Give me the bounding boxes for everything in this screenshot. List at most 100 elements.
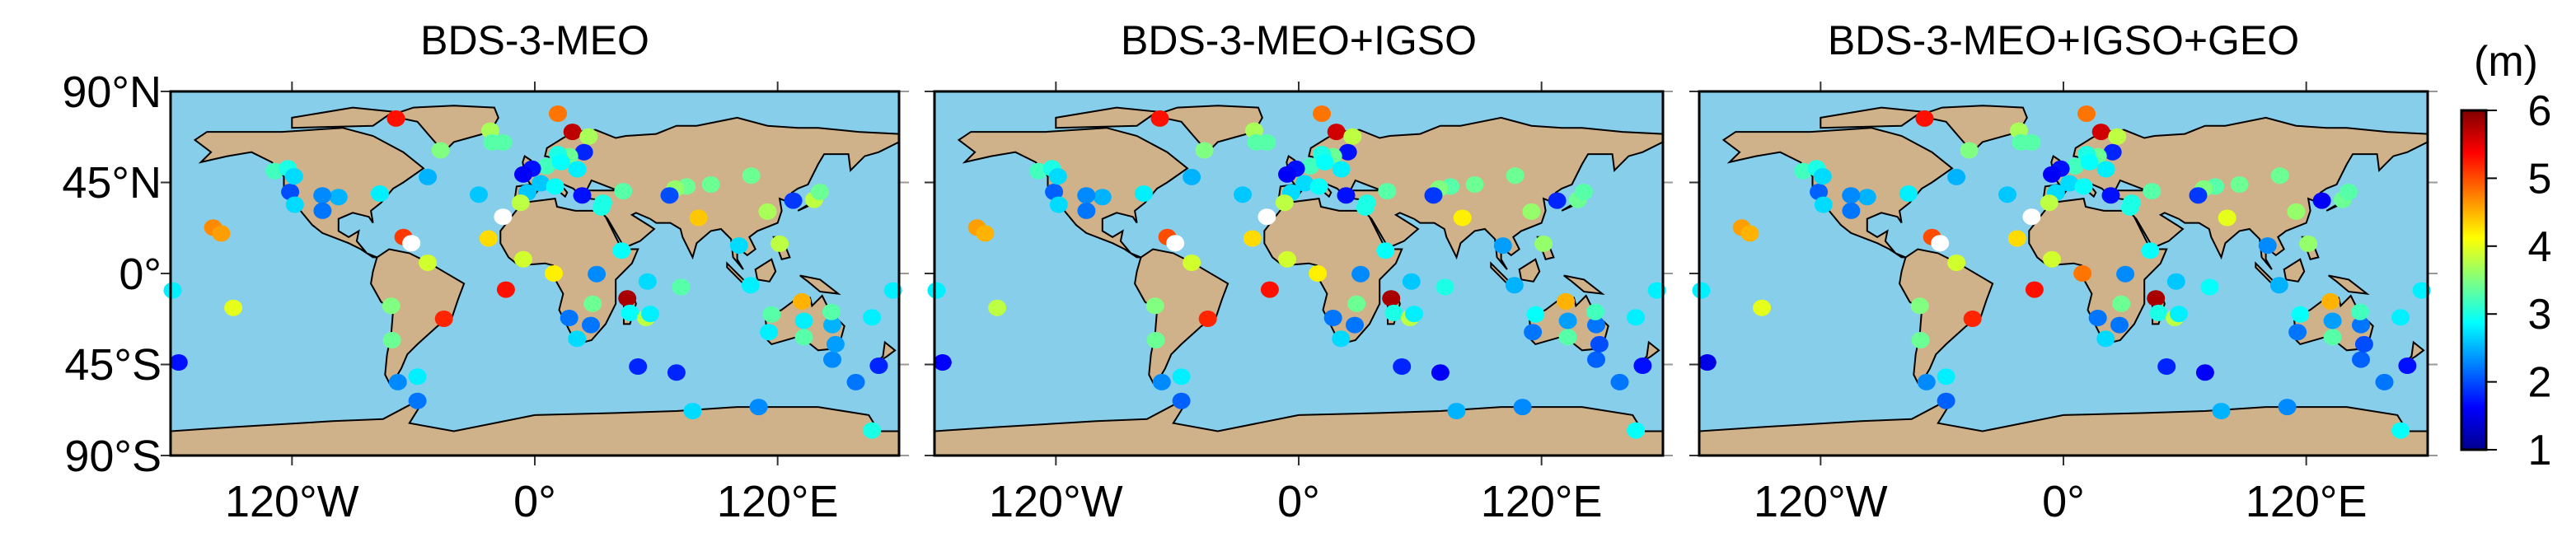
- station-point: [1963, 311, 1982, 327]
- station-point: [1810, 184, 1829, 200]
- station-point: [758, 203, 777, 220]
- station-point: [329, 189, 348, 206]
- station-point: [2108, 128, 2127, 145]
- station-point: [2230, 176, 2249, 193]
- station-point: [483, 133, 502, 151]
- station-point: [2088, 310, 2107, 326]
- station-point: [2287, 203, 2306, 220]
- station-point: [1313, 105, 1331, 122]
- station-point: [614, 183, 633, 200]
- station-point: [1351, 265, 1370, 283]
- landmass: [291, 106, 396, 129]
- station-point: [408, 368, 427, 385]
- station-point: [281, 184, 300, 200]
- station-point: [2299, 235, 2318, 252]
- landmass: [193, 127, 425, 259]
- station-point: [933, 354, 952, 371]
- lon-label: 120°E: [1481, 477, 1603, 526]
- station-point: [1384, 304, 1403, 321]
- station-point: [2007, 230, 2026, 247]
- station-point: [2116, 265, 2135, 283]
- stations: [163, 105, 902, 439]
- lon-label: 0°: [2042, 477, 2085, 526]
- station-point: [2157, 358, 2176, 375]
- station-point: [2074, 178, 2093, 195]
- station-point: [2195, 364, 2214, 381]
- station-point: [2351, 303, 2369, 320]
- station-point: [2043, 166, 2061, 183]
- station-point: [545, 265, 564, 282]
- lat-label-90s: 90°S: [64, 432, 162, 481]
- colorbar-tick-label: 3: [2528, 291, 2552, 339]
- station-point: [811, 184, 829, 200]
- station-point: [1814, 196, 1833, 213]
- station-point: [1309, 265, 1328, 282]
- station-point: [1275, 194, 1294, 212]
- station-point: [1247, 133, 1266, 151]
- station-point: [1049, 196, 1068, 213]
- station-point: [2258, 237, 2277, 255]
- station-point: [823, 351, 841, 368]
- station-point: [1960, 142, 1979, 159]
- station-point: [2112, 295, 2131, 312]
- station-point: [1453, 209, 1472, 227]
- lon-label: 120°W: [225, 477, 359, 526]
- station-point: [212, 225, 231, 242]
- station-point: [1198, 311, 1217, 327]
- station-point: [1356, 199, 1375, 216]
- landmass: [1721, 127, 1954, 259]
- station-point: [285, 196, 304, 213]
- station-point: [1917, 373, 1936, 390]
- station-point: [2352, 316, 2370, 334]
- stations: [1692, 105, 2431, 439]
- station-point: [1146, 332, 1165, 348]
- station-point: [224, 299, 243, 316]
- station-point: [1558, 329, 1577, 346]
- station-point: [560, 310, 578, 326]
- station-point: [2147, 290, 2166, 307]
- station-point: [2096, 161, 2115, 178]
- station-point: [2025, 281, 2044, 298]
- station-point: [749, 399, 768, 416]
- station-point: [1337, 187, 1356, 204]
- station-point: [1393, 358, 1412, 375]
- colorbar-tick-label: 2: [2528, 359, 2552, 407]
- station-point: [2110, 316, 2129, 334]
- station-point: [2321, 292, 2340, 310]
- station-point: [2291, 306, 2310, 323]
- station-point: [568, 161, 587, 178]
- station-point: [823, 316, 841, 334]
- station-point: [2066, 157, 2084, 175]
- station-point: [863, 422, 882, 439]
- station-point: [1627, 422, 1646, 439]
- station-point: [1590, 335, 1609, 353]
- station-point: [1243, 230, 1262, 247]
- station-point: [742, 167, 761, 185]
- map-panel-2: BDS-3-MEO+IGSO 120°W 0° 120°E: [925, 17, 1673, 526]
- station-point: [1899, 185, 1918, 202]
- station-point: [2354, 335, 2373, 353]
- station-point: [1172, 368, 1191, 385]
- station-point: [1150, 110, 1169, 127]
- station-point: [370, 185, 389, 202]
- station-point: [1183, 255, 1201, 271]
- station-point: [1505, 277, 1524, 294]
- station-point: [1842, 187, 1861, 204]
- station-point: [1692, 282, 1711, 299]
- station-point: [1587, 316, 1605, 334]
- latitude-axis-labels: 90°N 45°N 0° 45°S 90°S: [62, 68, 162, 481]
- station-point: [1506, 167, 1525, 185]
- colorbar: (m) 1 2 3 4 5 6: [2460, 38, 2552, 474]
- station-point: [1145, 297, 1164, 315]
- station-point: [1045, 184, 1064, 200]
- lat-label-0: 0°: [119, 250, 162, 299]
- station-point: [1327, 124, 1346, 141]
- station-point: [408, 392, 427, 409]
- station-point: [1077, 202, 1096, 219]
- station-point: [1910, 297, 1929, 315]
- station-point: [638, 273, 657, 290]
- station-point: [1915, 110, 1934, 127]
- station-point: [863, 309, 882, 326]
- station-point: [1911, 332, 1930, 348]
